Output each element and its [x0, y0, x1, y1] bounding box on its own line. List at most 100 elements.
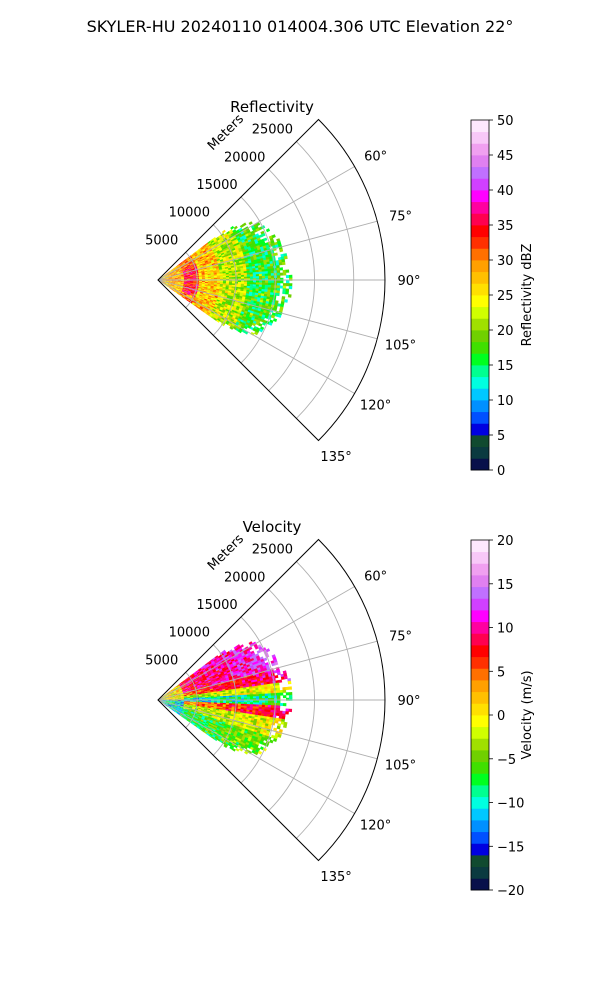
echo-cell: [253, 696, 257, 698]
echo-cell: [279, 267, 283, 270]
echo-cell: [289, 695, 293, 698]
echo-cell: [226, 280, 229, 282]
echo-cell: [268, 276, 272, 279]
echo-cell: [250, 276, 254, 278]
echo-cell: [235, 695, 238, 697]
echo-cell: [222, 230, 226, 234]
reflectivity-radial-axis-label: Meters: [205, 112, 247, 154]
echo-cell: [226, 277, 230, 279]
echo-cell: [232, 277, 236, 279]
colorbar-band: [471, 622, 489, 634]
echo-cell: [286, 275, 290, 278]
echo-cell: [238, 275, 241, 277]
azimuth-tick-label: 75°: [389, 210, 412, 225]
colorbar-band: [471, 867, 489, 879]
colorbar-band: [471, 458, 489, 470]
colorbar-band: [471, 237, 489, 249]
colorbar-band: [471, 342, 489, 354]
colorbar-tick-label: 35: [497, 219, 514, 234]
echo-cell: [256, 692, 260, 695]
echo-cell: [283, 690, 287, 693]
echo-cell: [247, 697, 251, 699]
echo-cell: [232, 282, 236, 284]
azimuth-tick-label: 105°: [385, 338, 416, 353]
echo-cell: [286, 692, 290, 695]
colorbar-band: [471, 750, 489, 762]
echo-cell: [289, 275, 293, 278]
reflectivity-colorbar-bands: [471, 120, 489, 470]
colorbar-band: [471, 272, 489, 284]
colorbar-band: [471, 715, 489, 727]
echo-cell: [202, 278, 205, 279]
reflectivity-grid: [158, 142, 385, 419]
colorbar-tick-label: −5: [497, 753, 516, 768]
colorbar-band: [471, 400, 489, 412]
echo-cell: [271, 700, 274, 703]
echo-cell: [244, 695, 248, 697]
echo-cell: [277, 280, 280, 283]
echo-cell: [226, 700, 229, 702]
colorbar-band: [471, 773, 489, 785]
echo-cell: [288, 681, 292, 685]
echo-cell: [278, 680, 282, 683]
colorbar-band: [471, 202, 489, 214]
echo-cell: [259, 700, 262, 702]
echo-cell: [232, 697, 236, 699]
colorbar-band: [471, 738, 489, 750]
echo-cell: [184, 699, 187, 700]
colorbar-band: [471, 878, 489, 890]
echo-cell: [268, 280, 271, 283]
echo-cell: [262, 276, 266, 279]
colorbar-band: [471, 808, 489, 820]
echo-cell: [217, 278, 220, 280]
colorbar-band: [471, 552, 489, 564]
echo-cell: [277, 700, 280, 703]
colorbar-tick-label: 5: [497, 429, 505, 444]
echo-cell: [259, 276, 263, 279]
range-tick-label: 5000: [145, 233, 178, 248]
echo-cell: [217, 698, 220, 700]
echo-cell: [275, 720, 279, 723]
azimuth-tick-label: 120°: [360, 399, 391, 414]
echo-cell: [253, 276, 257, 278]
colorbar-band: [471, 423, 489, 435]
colorbar-band: [471, 143, 489, 155]
echo-cell: [211, 698, 214, 699]
colorbar-band: [471, 178, 489, 190]
echo-cell: [256, 280, 259, 282]
echo-cell: [288, 686, 292, 689]
echo-cell: [223, 697, 226, 699]
velocity-grid: [158, 562, 385, 839]
colorbar-band: [471, 307, 489, 319]
echo-cell: [277, 273, 281, 276]
echo-cell: [241, 695, 244, 697]
echo-cell: [220, 278, 223, 280]
colorbar-band: [471, 703, 489, 715]
echo-cell: [262, 696, 266, 699]
colorbar-band: [471, 633, 489, 645]
colorbar-band: [471, 785, 489, 797]
echo-cell: [282, 262, 286, 265]
colorbar-band: [471, 645, 489, 657]
colorbar-tick-label: 25: [497, 289, 514, 304]
reflectivity-title: Reflectivity: [230, 98, 314, 116]
echo-cell: [247, 695, 251, 697]
echo-cell: [244, 275, 248, 277]
echo-cell: [232, 702, 236, 704]
colorbar-band: [471, 225, 489, 237]
colorbar-tick-label: 10: [497, 622, 514, 637]
echo-cell: [229, 697, 233, 699]
azimuth-tick-label: 105°: [385, 758, 416, 773]
echo-cell: [241, 277, 245, 279]
echo-cell: [283, 703, 287, 706]
echo-cell: [250, 696, 254, 698]
colorbar-band: [471, 727, 489, 739]
echo-cell: [265, 696, 269, 699]
echo-cell: [244, 277, 248, 279]
colorbar-band: [471, 388, 489, 400]
velocity-title: Velocity: [243, 518, 302, 536]
